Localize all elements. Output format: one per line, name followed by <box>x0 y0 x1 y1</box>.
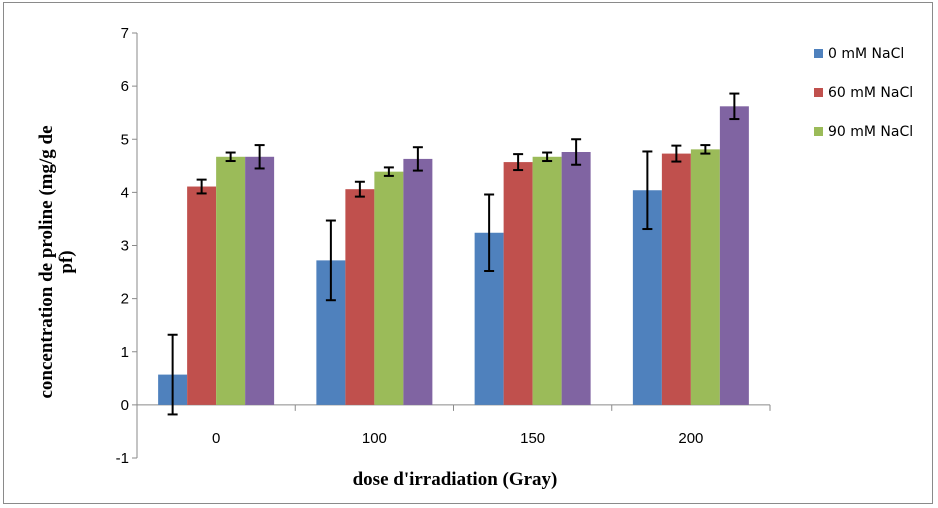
bar <box>690 149 720 405</box>
x-tick-label: 200 <box>678 430 703 447</box>
y-tick-label: -1 <box>116 450 129 467</box>
legend-label: 0 mM NaCl <box>828 46 904 62</box>
bar <box>403 158 433 405</box>
legend-swatch <box>814 88 823 97</box>
y-tick-label: 0 <box>121 397 129 414</box>
y-tick-label: 5 <box>121 131 129 148</box>
bar <box>719 106 749 405</box>
chart-frame <box>3 2 933 504</box>
y-tick-label: 4 <box>121 184 129 201</box>
x-axis-title: dose d'irradiation (Gray) <box>353 469 558 490</box>
bar <box>216 156 246 405</box>
y-axis-title-line1: concentration de proline (mg/g de <box>36 125 57 398</box>
y-tick-label: 3 <box>121 238 129 255</box>
chart-error-bars <box>167 92 740 416</box>
legend-label: 90 mM NaCl <box>828 124 913 140</box>
chart-bars <box>158 106 749 405</box>
y-tick-label: 2 <box>121 291 129 308</box>
chart-legend: 0 mM NaCl 60 mM NaCl 90 mM NaCl <box>814 46 913 140</box>
legend-swatch <box>814 127 823 136</box>
x-tick-label: 0 <box>212 430 220 447</box>
bar <box>503 162 533 405</box>
x-tick-label: 100 <box>362 430 387 447</box>
y-tick-label: 7 <box>121 25 129 42</box>
x-tick-label: 150 <box>520 430 545 447</box>
legend-swatch <box>814 49 823 58</box>
y-tick-label: 1 <box>121 344 129 361</box>
y-tick-label: 6 <box>121 78 129 95</box>
bar <box>561 152 591 405</box>
bar <box>532 156 562 405</box>
bar <box>187 186 217 405</box>
bar <box>245 156 275 405</box>
chart-tick-labels: -1 0 1 2 3 4 5 6 7 0 100 150 200 <box>116 25 704 467</box>
bar <box>345 189 375 405</box>
bar <box>661 153 691 405</box>
bar <box>374 171 404 405</box>
y-axis-title-line2: pf) <box>56 250 77 273</box>
legend-label: 60 mM NaCl <box>828 85 913 101</box>
